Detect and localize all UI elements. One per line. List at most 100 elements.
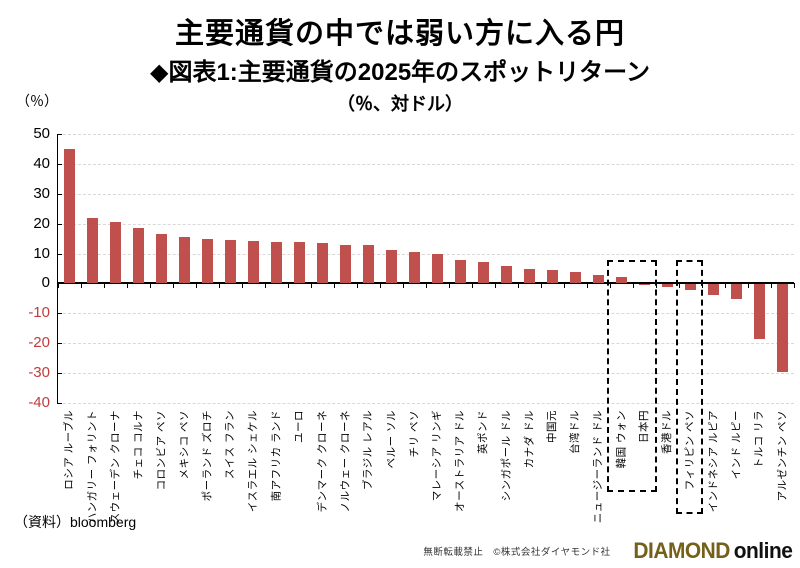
bar: [64, 149, 75, 284]
x-axis-label: ユーロ: [293, 410, 305, 443]
y-axis-label: 30: [33, 184, 50, 202]
bar: [363, 244, 374, 284]
bar: [110, 221, 121, 284]
x-axis-label: スウェーデン クローナ: [109, 410, 121, 524]
y-axis-tick: [57, 373, 62, 375]
gridline: [58, 373, 794, 375]
bar: [317, 242, 328, 284]
y-axis-tick: [57, 223, 62, 225]
x-axis-label: チェコ コルナ: [132, 410, 144, 480]
y-axis-label: 20: [33, 214, 50, 232]
logo-diamond-text: DIAMOND: [632, 538, 730, 563]
bar: [409, 251, 420, 284]
bar: [455, 260, 466, 284]
y-axis-label: -20: [28, 334, 50, 352]
x-axis-tick: [495, 283, 496, 289]
x-axis-tick: [380, 283, 381, 289]
copyright-text: 無断転載禁止 ©株式会社ダイヤモンド社: [423, 547, 611, 558]
y-axis-unit-label: （％）: [16, 93, 58, 109]
x-axis-label: ポーランド ズロチ: [201, 410, 213, 502]
x-axis-label: チリ ペソ: [408, 410, 420, 458]
bar: [202, 238, 213, 284]
x-axis-tick: [104, 283, 105, 289]
x-axis-tick: [679, 283, 680, 289]
x-axis-tick: [771, 283, 772, 289]
y-axis-label: 0: [41, 274, 50, 292]
x-axis-tick: [564, 283, 565, 289]
x-axis-tick: [403, 283, 404, 289]
bar: [87, 218, 98, 284]
x-axis-tick: [311, 283, 312, 289]
y-axis-label: -10: [28, 304, 50, 322]
x-axis-label: ノルウェー クローネ: [339, 410, 351, 513]
bar: [225, 240, 236, 284]
bar: [294, 242, 305, 284]
diamond-online-logo: DIAMOND online: [633, 538, 792, 564]
x-axis-label: 台湾ドル: [569, 410, 581, 454]
bar: [179, 236, 190, 284]
x-axis-label: 南アフリカ ランド: [270, 410, 282, 502]
y-axis-tick: [57, 253, 62, 255]
bar: [639, 284, 650, 286]
x-axis-tick: [426, 283, 427, 289]
y-axis-tick: [57, 403, 62, 404]
gridline: [58, 134, 794, 135]
x-axis-tick: [288, 283, 289, 289]
x-axis-tick: [81, 283, 82, 289]
bar: [478, 261, 489, 284]
x-axis-label: イスラエル シェケル: [247, 410, 259, 513]
x-axis-tick: [334, 283, 335, 289]
x-axis-label: 中国元: [546, 410, 558, 443]
x-axis-tick: [449, 283, 450, 289]
y-axis-label: 10: [33, 244, 50, 262]
y-axis-tick: [57, 163, 62, 165]
x-axis-label: シンガポール ドル: [500, 410, 512, 502]
y-axis-label: 50: [33, 125, 50, 142]
highlight-box: [675, 260, 703, 514]
x-axis-tick: [196, 283, 197, 289]
x-axis-label: ブラジル レアル: [362, 410, 374, 491]
x-axis-tick: [518, 283, 519, 289]
bar: [570, 271, 581, 284]
x-axis-tick: [173, 283, 174, 289]
x-axis-label: アルゼンチン ペソ: [776, 410, 788, 502]
bar: [248, 241, 259, 284]
bar: [708, 284, 719, 296]
bar: [156, 233, 167, 284]
x-axis-label: デンマーク クローネ: [316, 410, 328, 513]
x-axis-label: ハンガリー フォリント: [86, 410, 98, 524]
x-axis-label: ロシア ルーブル: [63, 410, 75, 490]
x-axis-tick: [150, 283, 151, 289]
x-axis-tick: [357, 283, 358, 289]
x-axis-tick: [633, 283, 634, 289]
x-axis-label: インド ルピー: [730, 410, 742, 480]
x-axis-tick: [748, 283, 749, 289]
x-axis-tick: [587, 283, 588, 289]
x-axis-tick: [472, 283, 473, 289]
bar: [524, 269, 535, 284]
x-axis-tick: [127, 283, 128, 289]
y-axis-tick: [57, 134, 62, 135]
x-axis-label: インドネシア ルピア: [707, 410, 719, 513]
y-axis-tick: [57, 343, 62, 345]
bar: [133, 228, 144, 284]
figure-subtitle: ◆図表1:主要通貨の2025年のスポットリターン: [150, 59, 650, 86]
x-axis-tick: [541, 283, 542, 289]
gridline: [58, 223, 794, 225]
x-axis-label: ニュージーランド ドル: [592, 410, 604, 524]
y-axis-label: -40: [28, 394, 50, 411]
y-axis-tick: [57, 313, 62, 315]
x-axis-tick: [265, 283, 266, 289]
gridline: [58, 313, 794, 315]
x-axis-label: メキシコ ペソ: [178, 410, 190, 480]
x-axis-tick: [656, 283, 657, 289]
x-axis-label: スイス フラン: [224, 410, 236, 480]
bar: [777, 284, 788, 373]
footer-right: 無断転載禁止 ©株式会社ダイヤモンド社 DIAMOND online: [423, 538, 792, 564]
y-axis-label: 40: [33, 154, 50, 172]
bar: [731, 284, 742, 300]
x-axis-tick: [702, 283, 703, 289]
x-axis-tick: [610, 283, 611, 289]
x-axis-tick: [242, 283, 243, 289]
